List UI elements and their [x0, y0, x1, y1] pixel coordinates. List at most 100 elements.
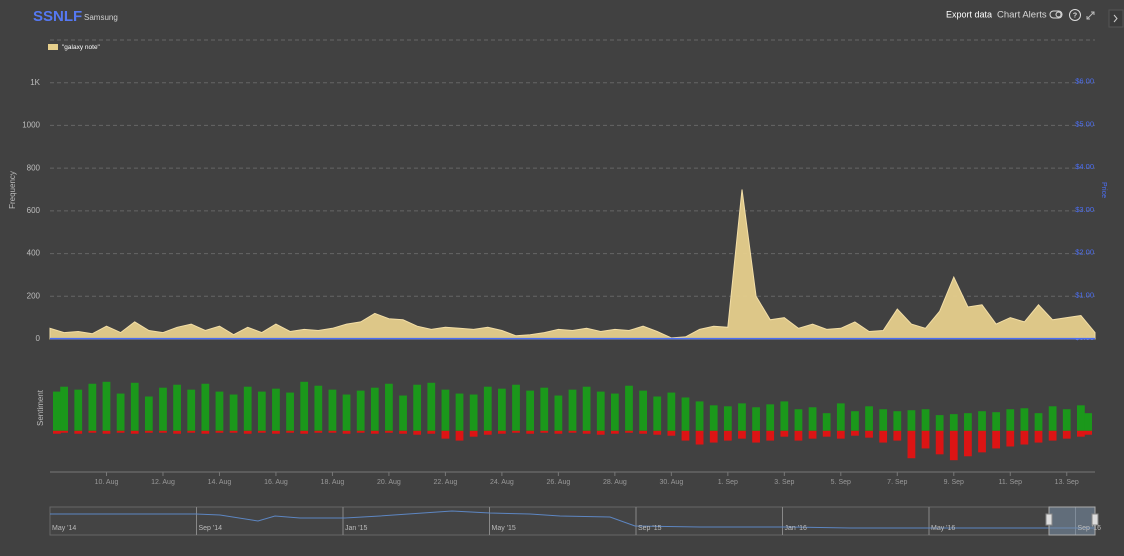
- sentiment-bar: [1048, 430, 1057, 441]
- sentiment-bar: [399, 395, 407, 431]
- x-tick-label: 28. Aug: [603, 479, 627, 486]
- sentiment-bar: [314, 430, 323, 433]
- navigator-handle[interactable]: [1045, 513, 1053, 526]
- x-tick-label: 1. Sep: [718, 479, 738, 486]
- sentiment-bar: [413, 430, 422, 435]
- sentiment-bar: [1034, 413, 1043, 431]
- sentiment-bar: [356, 430, 365, 433]
- y-tick-label: 400: [27, 249, 41, 258]
- sentiment-bar: [187, 430, 196, 433]
- sentiment-bar: [243, 386, 252, 431]
- sentiment-bar: [455, 393, 464, 431]
- sentiment-bar: [102, 381, 111, 431]
- help-icon[interactable]: [1069, 9, 1081, 21]
- sentiment-bar: [498, 388, 506, 431]
- sentiment-bar: [893, 430, 902, 441]
- sentiment-bar: [935, 430, 944, 455]
- sentiment-bar: [427, 430, 436, 434]
- sentiment-bar: [53, 430, 61, 434]
- export-button[interactable]: Export data: [946, 9, 992, 19]
- sentiment-bar: [441, 430, 450, 439]
- sentiment-bar: [752, 407, 760, 431]
- sentiment-bar: [469, 394, 478, 431]
- sentiment-bar: [356, 390, 365, 431]
- sentiment-bar: [116, 393, 125, 431]
- sentiment-bar: [1076, 405, 1085, 431]
- sentiment-bar: [483, 430, 492, 435]
- toggle[interactable]: [1049, 10, 1063, 19]
- expand-icon[interactable]: [1086, 11, 1095, 20]
- sentiment-title: Sentiment: [36, 389, 45, 426]
- sentiment-bar: [229, 394, 238, 431]
- sentiment-bar: [328, 389, 337, 431]
- x-tick-label: 7. Sep: [887, 479, 907, 486]
- sentiment-bar: [512, 430, 520, 433]
- legend-label[interactable]: "galaxy note": [62, 44, 101, 51]
- sentiment-bar: [695, 430, 704, 445]
- y-tick-label: 1000: [22, 121, 40, 130]
- sentiment-bar: [625, 385, 633, 431]
- sentiment-bar: [286, 392, 294, 431]
- sentiment-bar: [695, 401, 704, 431]
- sentiment-bar: [441, 389, 450, 431]
- sentiment-bar: [893, 411, 902, 431]
- navigator-handle[interactable]: [1091, 513, 1099, 526]
- sentiment-bar: [342, 430, 351, 434]
- sentiment-bar: [498, 430, 506, 434]
- sentiment-bar: [992, 430, 1001, 449]
- sentiment-bar: [116, 430, 125, 433]
- sentiment-bar: [257, 430, 266, 433]
- x-tick-label: 22. Aug: [434, 479, 458, 486]
- navigator-label: May '14: [52, 525, 76, 532]
- sentiment-bar: [653, 430, 662, 435]
- y-tick-label: 200: [27, 291, 41, 300]
- company: Samsung: [84, 13, 118, 22]
- sentiment-bar: [144, 430, 153, 433]
- y-tick-label: 600: [27, 206, 41, 215]
- area: [49, 189, 1096, 340]
- sentiment-bar: [201, 383, 210, 431]
- sentiment-bar: [596, 430, 605, 435]
- sentiment-bar: [1006, 430, 1015, 447]
- sentiment-bar: [74, 389, 83, 431]
- x-tick-label: 3. Sep: [774, 479, 794, 486]
- sentiment-bar: [780, 401, 789, 431]
- sentiment-bar: [738, 403, 746, 431]
- sentiment-bar: [935, 415, 944, 431]
- side-toggle[interactable]: [1108, 9, 1124, 28]
- sentiment-bar: [201, 430, 210, 434]
- sentiment-bar: [53, 391, 61, 431]
- sentiment-bar: [808, 430, 817, 439]
- sentiment-bar: [964, 430, 972, 457]
- y2-tick-label: $6.00: [1075, 77, 1094, 86]
- sentiment-bar: [949, 414, 958, 431]
- sentiment-bar: [681, 397, 690, 431]
- sentiment-bar: [653, 396, 662, 431]
- sentiment-bar: [60, 430, 69, 433]
- sentiment-bar: [709, 430, 718, 443]
- sentiment-bar: [286, 430, 294, 433]
- sentiment-bar: [1020, 408, 1029, 431]
- sentiment-bar: [780, 430, 789, 437]
- chart-alerts[interactable]: Chart Alerts: [997, 10, 1047, 21]
- sentiment-bar: [667, 392, 676, 431]
- sentiment-bar: [978, 430, 986, 453]
- legend-swatch[interactable]: [48, 44, 58, 50]
- y2-tick-label: $2.00: [1075, 248, 1094, 257]
- sentiment-bar: [427, 382, 436, 431]
- sentiment-bar: [257, 391, 266, 431]
- y2-tick-label: $3.00: [1075, 205, 1094, 214]
- sentiment-bar: [130, 430, 139, 434]
- sentiment-bar: [921, 430, 930, 449]
- navigator-label: Sep '16: [1078, 525, 1102, 532]
- sentiment-bar: [88, 383, 97, 431]
- sentiment-bar: [610, 393, 619, 431]
- y-tick-label: 1K: [30, 78, 40, 87]
- x-tick-label: 10. Aug: [95, 479, 119, 486]
- sentiment-bar: [907, 430, 916, 459]
- sentiment-bar: [596, 391, 605, 431]
- sentiment-bar: [1084, 430, 1092, 435]
- sentiment-bar: [74, 430, 83, 434]
- sentiment-bar: [1048, 406, 1057, 431]
